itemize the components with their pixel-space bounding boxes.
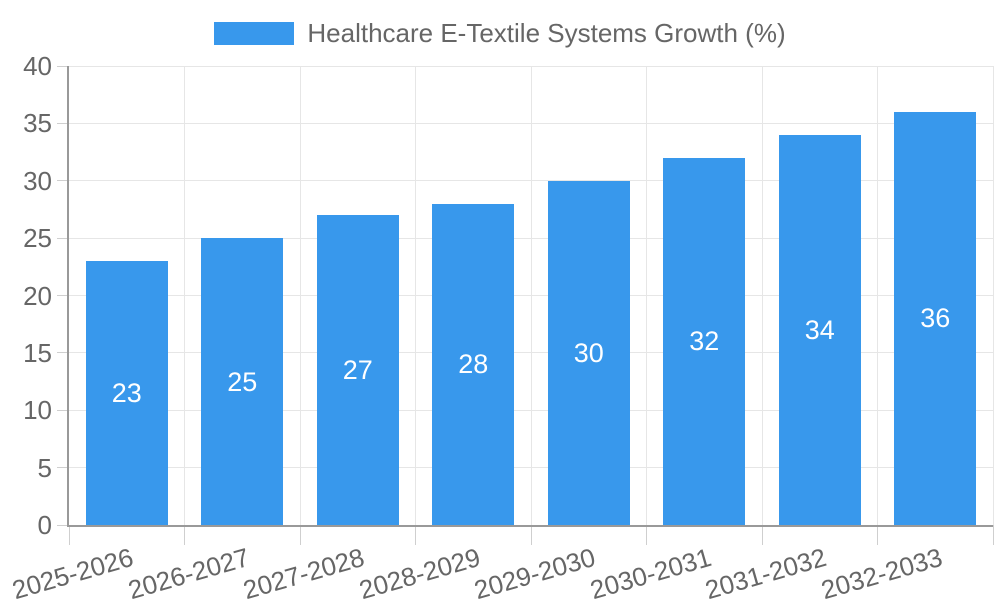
y-tick-mark	[57, 180, 69, 182]
y-tick-mark	[57, 467, 69, 469]
x-tick-mark	[992, 525, 994, 545]
y-tick-label: 15	[23, 337, 52, 368]
legend-color-swatch	[214, 21, 295, 45]
plot-area: 0 5 10 15 20 25 30 35 40 23 2025-2026 25 2026-2027 27…	[9, 51, 994, 600]
bar[interactable]: 36	[894, 111, 977, 525]
bar[interactable]: 32	[663, 157, 746, 525]
x-gridline	[646, 66, 647, 525]
x-tick-label: 2026-2027	[124, 542, 253, 600]
x-gridline	[184, 66, 185, 525]
y-tick-label: 10	[23, 395, 52, 426]
bar[interactable]: 23	[85, 261, 168, 525]
x-tick-mark	[184, 525, 185, 545]
y-tick-label: 30	[23, 165, 52, 196]
y-tick-mark	[57, 122, 69, 124]
bar-value-label: 32	[689, 326, 720, 357]
x-tick-label: 2029-2030	[471, 542, 600, 600]
bar[interactable]: 28	[432, 203, 515, 525]
x-tick-mark	[68, 525, 70, 545]
x-gridline	[992, 66, 994, 525]
x-tick-mark	[415, 525, 416, 545]
y-tick-mark	[57, 237, 69, 239]
bar[interactable]: 30	[547, 180, 630, 525]
bar-value-label: 23	[111, 378, 142, 409]
bar-value-label: 25	[227, 366, 258, 397]
y-tick-label: 25	[23, 223, 52, 254]
y-tick-mark	[57, 524, 69, 526]
bar-value-label: 34	[804, 314, 835, 345]
y-tick-mark	[57, 352, 69, 354]
y-tick-mark	[57, 409, 69, 411]
y-tick-label: 5	[37, 452, 52, 483]
y-tick-label: 35	[23, 108, 52, 139]
x-tick-label: 2031-2032	[702, 542, 831, 600]
x-axis-line	[67, 525, 993, 527]
bar[interactable]: 34	[778, 134, 861, 525]
bar-value-label: 36	[920, 303, 951, 334]
y-axis-line	[67, 66, 69, 525]
x-tick-label: 2030-2031	[586, 542, 715, 600]
x-tick-label: 2028-2029	[355, 542, 484, 600]
x-tick-label: 2027-2028	[240, 542, 369, 600]
bar[interactable]: 25	[201, 238, 284, 525]
x-gridline	[530, 66, 532, 525]
x-tick-mark	[877, 525, 878, 545]
x-tick-mark	[646, 525, 647, 545]
bar[interactable]: 27	[316, 215, 399, 525]
chart-legend[interactable]: Healthcare E-Textile Systems Growth (%)	[0, 20, 1000, 46]
x-tick-label: 2025-2026	[9, 542, 138, 600]
y-tick-mark	[57, 295, 69, 296]
x-tick-mark	[299, 525, 301, 545]
x-tick-label: 2032-2033	[817, 542, 946, 600]
bar-value-label: 30	[573, 337, 604, 368]
legend-label: Healthcare E-Textile Systems Growth (%)	[307, 18, 786, 48]
x-gridline	[877, 66, 878, 525]
y-tick-label: 40	[23, 51, 52, 81]
y-tick-mark	[57, 65, 69, 67]
x-gridline	[299, 66, 301, 525]
y-tick-label: 0	[37, 510, 52, 540]
y-tick-label: 20	[23, 280, 52, 311]
x-tick-mark	[761, 525, 763, 545]
bar-value-label: 28	[458, 349, 489, 380]
x-gridline	[415, 66, 416, 525]
x-tick-mark	[530, 525, 532, 545]
x-gridline	[761, 66, 763, 525]
bar-value-label: 27	[342, 355, 373, 386]
